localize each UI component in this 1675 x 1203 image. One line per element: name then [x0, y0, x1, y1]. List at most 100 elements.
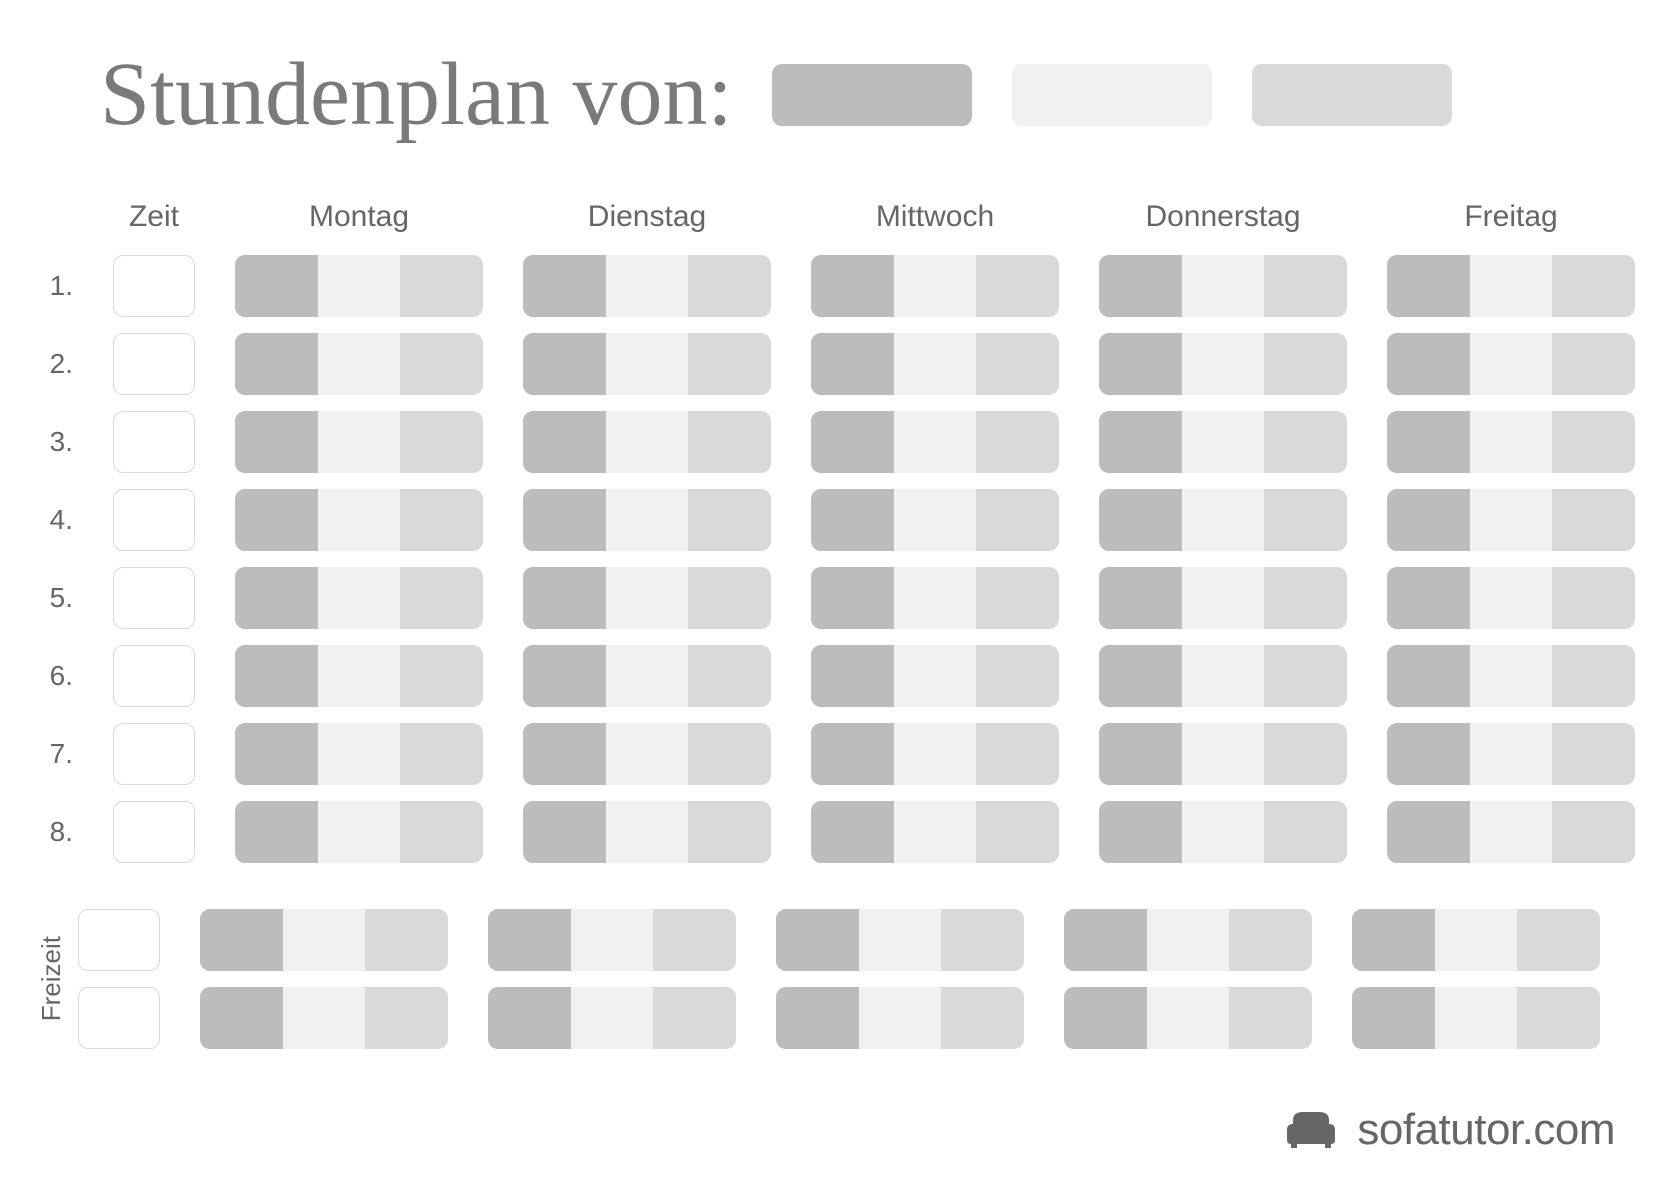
lesson-slot[interactable] — [1387, 801, 1635, 863]
slot-segment — [235, 333, 318, 395]
lesson-slot[interactable] — [1099, 489, 1347, 551]
lesson-slot[interactable] — [235, 645, 483, 707]
lesson-slot[interactable] — [1387, 567, 1635, 629]
time-input[interactable] — [113, 333, 195, 395]
lesson-slot[interactable] — [1387, 723, 1635, 785]
time-input[interactable] — [113, 411, 195, 473]
lesson-slot[interactable] — [235, 255, 483, 317]
lesson-slot[interactable] — [1064, 987, 1312, 1049]
slot-segment — [1182, 567, 1265, 629]
slot-segment — [976, 645, 1059, 707]
slot-segment — [400, 801, 483, 863]
slot-segment — [523, 801, 606, 863]
slot-segment — [1147, 909, 1230, 971]
lesson-slot[interactable] — [235, 489, 483, 551]
lesson-slot[interactable] — [523, 489, 771, 551]
lesson-slot[interactable] — [523, 255, 771, 317]
lesson-slot[interactable] — [1099, 567, 1347, 629]
slot-segment — [318, 333, 401, 395]
slot-segment — [1099, 333, 1182, 395]
lesson-slot[interactable] — [200, 909, 448, 971]
lesson-slot[interactable] — [811, 411, 1059, 473]
slot-segment — [606, 333, 689, 395]
lesson-slot[interactable] — [235, 567, 483, 629]
slot-segment — [811, 723, 894, 785]
lesson-slot[interactable] — [235, 723, 483, 785]
lesson-slot[interactable] — [1099, 411, 1347, 473]
lesson-slot[interactable] — [235, 411, 483, 473]
lesson-slot[interactable] — [776, 909, 1024, 971]
day-header-freitag: Freitag — [1387, 200, 1635, 234]
lesson-slot[interactable] — [488, 987, 736, 1049]
slot-segment — [1517, 909, 1600, 971]
row-label: 8. — [40, 816, 73, 848]
lesson-slot[interactable] — [1387, 255, 1635, 317]
time-input[interactable] — [113, 801, 195, 863]
day-header-donnerstag: Donnerstag — [1099, 200, 1347, 234]
slot-segment — [1099, 255, 1182, 317]
lesson-slot[interactable] — [523, 411, 771, 473]
slot-segment — [235, 255, 318, 317]
lesson-slot[interactable] — [523, 645, 771, 707]
slot-segment — [894, 411, 977, 473]
lesson-slot[interactable] — [523, 723, 771, 785]
lesson-slot[interactable] — [1099, 255, 1347, 317]
lesson-slot[interactable] — [811, 567, 1059, 629]
lesson-slot[interactable] — [1387, 333, 1635, 395]
slot-segment — [400, 489, 483, 551]
lesson-slot[interactable] — [1352, 909, 1600, 971]
slot-segment — [1552, 645, 1635, 707]
time-input[interactable] — [78, 987, 160, 1049]
slot-segment — [1387, 645, 1470, 707]
lesson-slot[interactable] — [1387, 645, 1635, 707]
slot-segment — [1182, 411, 1265, 473]
lesson-slot[interactable] — [235, 333, 483, 395]
slot-segment — [1435, 987, 1518, 1049]
lesson-slot[interactable] — [488, 909, 736, 971]
slot-segment — [1264, 489, 1347, 551]
slot-segment — [688, 255, 771, 317]
lesson-slot[interactable] — [1352, 987, 1600, 1049]
slot-segment — [1387, 255, 1470, 317]
slot-segment — [688, 801, 771, 863]
lesson-slot[interactable] — [1387, 489, 1635, 551]
sofa-icon — [1283, 1110, 1339, 1150]
lesson-slot[interactable] — [811, 801, 1059, 863]
slot-segment — [318, 801, 401, 863]
lesson-slot[interactable] — [811, 333, 1059, 395]
lesson-slot[interactable] — [811, 645, 1059, 707]
slot-segment — [283, 909, 366, 971]
slot-segment — [1552, 723, 1635, 785]
time-input[interactable] — [78, 909, 160, 971]
freetime-rows — [78, 909, 1600, 1049]
slot-segment — [653, 909, 736, 971]
slot-segment — [894, 255, 977, 317]
lesson-slot[interactable] — [200, 987, 448, 1049]
day-header-dienstag: Dienstag — [523, 200, 771, 234]
time-input[interactable] — [113, 723, 195, 785]
time-input[interactable] — [113, 255, 195, 317]
lesson-slot[interactable] — [523, 801, 771, 863]
lesson-slot[interactable] — [1099, 645, 1347, 707]
lesson-slot[interactable] — [1099, 801, 1347, 863]
time-input[interactable] — [113, 567, 195, 629]
lesson-slot[interactable] — [811, 255, 1059, 317]
lesson-slot[interactable] — [235, 801, 483, 863]
slot-segment — [1470, 567, 1553, 629]
lesson-slot[interactable] — [1064, 909, 1312, 971]
row-label: 2. — [40, 348, 73, 380]
time-input[interactable] — [113, 489, 195, 551]
lesson-slot[interactable] — [776, 987, 1024, 1049]
lesson-slot[interactable] — [1387, 411, 1635, 473]
table-row: 3. — [40, 411, 1635, 473]
lesson-slot[interactable] — [811, 489, 1059, 551]
time-input[interactable] — [113, 645, 195, 707]
lesson-slot[interactable] — [523, 567, 771, 629]
lesson-slot[interactable] — [1099, 333, 1347, 395]
lesson-slot[interactable] — [523, 333, 771, 395]
table-row: 2. — [40, 333, 1635, 395]
lesson-slot[interactable] — [1099, 723, 1347, 785]
table-row: 1. — [40, 255, 1635, 317]
slot-segment — [235, 489, 318, 551]
lesson-slot[interactable] — [811, 723, 1059, 785]
